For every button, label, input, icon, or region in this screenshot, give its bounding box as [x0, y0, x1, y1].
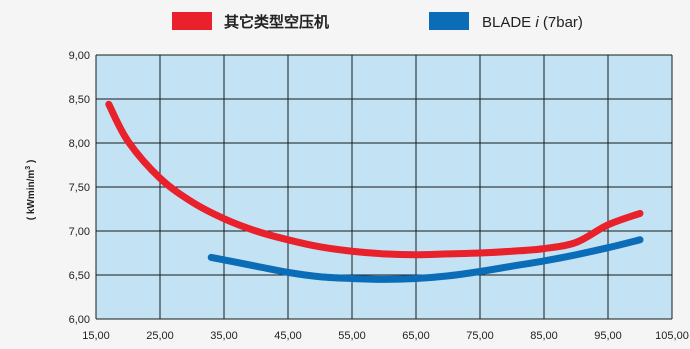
legend-label-blade: BLADE i (7bar)	[482, 14, 583, 31]
y-axis-label: ( kWmin/m3 )	[25, 160, 37, 221]
legend-swatch-other	[172, 12, 212, 30]
legend-swatch-blade	[429, 12, 469, 30]
x-tick-label: 35,00	[210, 330, 238, 342]
x-tick-label: 25,00	[146, 330, 174, 342]
x-axis-ticks: 15,00 25,00 35,00 45,00 55,00 65,00 75,00 85,00…	[82, 330, 689, 342]
y-axis-label-main: ( kWmin/m	[26, 170, 37, 221]
y-tick-label: 6,00	[69, 314, 90, 326]
legend-label-blade-name: BLADE	[482, 14, 531, 31]
series-layer	[105, 100, 644, 283]
series-line-blade	[207, 236, 644, 283]
x-tick-label: 15,00	[82, 330, 110, 342]
y-tick-label: 7,00	[69, 226, 90, 238]
x-tick-label: 85,00	[530, 330, 558, 342]
x-tick-label: 45,00	[274, 330, 302, 342]
x-tick-label: 105,00	[655, 330, 689, 342]
legend: 其它类型空压机 BLADE i (7bar)	[172, 12, 583, 31]
legend-label-other: 其它类型空压机	[224, 13, 329, 31]
series-line-other	[105, 100, 644, 259]
legend-label-blade-suffix: (7bar)	[539, 14, 583, 31]
x-tick-label: 75,00	[466, 330, 494, 342]
y-axis-ticks: 6,00 6,50 7,00 7,50 8,00 8,50 9,00	[69, 50, 90, 326]
y-axis-label-end: )	[26, 160, 37, 166]
x-tick-label: 65,00	[402, 330, 430, 342]
x-tick-label: 95,00	[594, 330, 622, 342]
y-tick-label: 8,50	[69, 94, 90, 106]
y-tick-label: 7,50	[69, 182, 90, 194]
legend-label-blade-italic: i	[535, 14, 539, 31]
y-tick-label: 6,50	[69, 270, 90, 282]
y-axis-label-sup: 3	[25, 166, 32, 170]
y-tick-label: 9,00	[69, 50, 90, 62]
x-tick-label: 55,00	[338, 330, 366, 342]
y-tick-label: 8,00	[69, 138, 90, 150]
